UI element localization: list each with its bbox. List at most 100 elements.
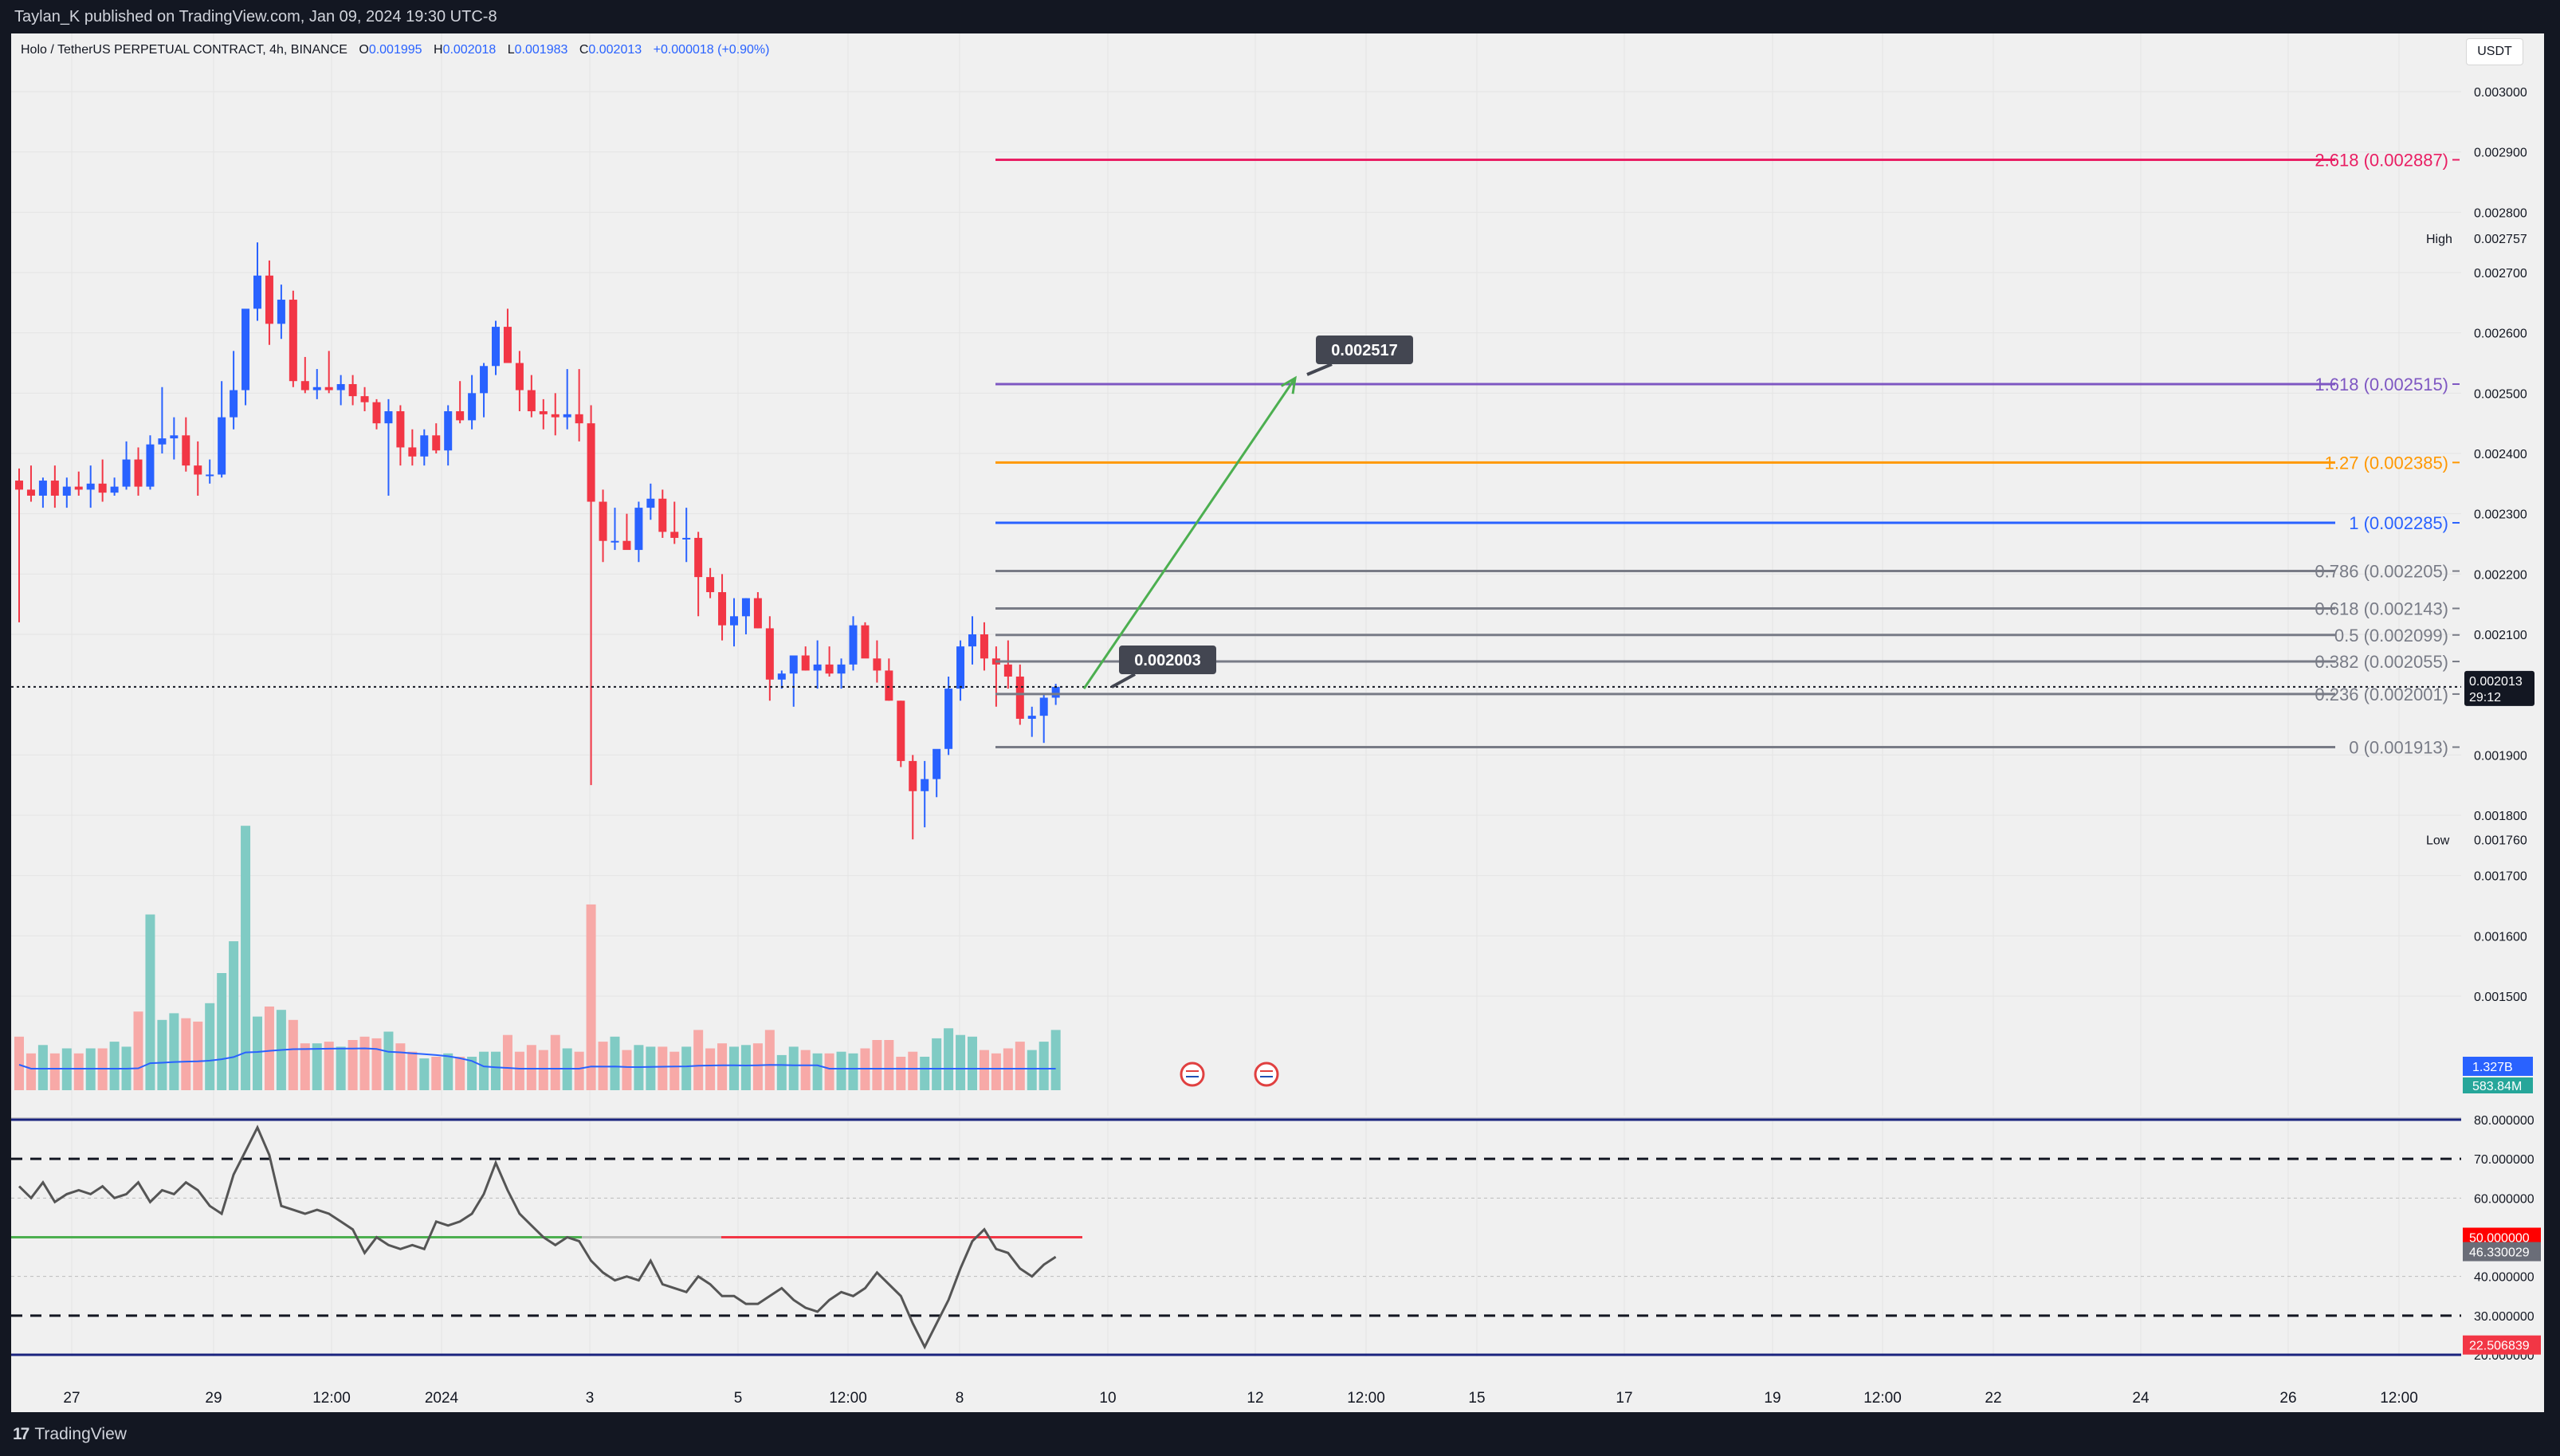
current-price-badge bbox=[2464, 670, 2534, 706]
volume-bar bbox=[502, 1034, 512, 1090]
time-axis-label: 3 bbox=[586, 1390, 595, 1407]
time-axis-label: 26 bbox=[2279, 1390, 2296, 1407]
price-tick-label: 0.001800 bbox=[2474, 810, 2527, 823]
high-label: H bbox=[434, 43, 443, 57]
volume-bar bbox=[979, 1050, 989, 1090]
volume-bar bbox=[574, 1051, 584, 1090]
candle-body bbox=[575, 414, 583, 424]
symbol-legend: Holo / TetherUS PERPETUAL CONTRACT, 4h, … bbox=[21, 43, 769, 57]
fib-level-label: 1.618 (0.002515) bbox=[2315, 375, 2448, 394]
price-tick-label: 0.002400 bbox=[2474, 448, 2527, 461]
callout-pointer bbox=[1111, 673, 1136, 689]
candle-body bbox=[515, 363, 524, 390]
candle-body bbox=[837, 664, 846, 674]
candle-body bbox=[420, 435, 429, 457]
candle-body bbox=[336, 383, 345, 390]
fib-level-label: 0.786 (0.002205) bbox=[2315, 562, 2448, 582]
candle-body bbox=[861, 625, 870, 659]
time-axis-label: 12:00 bbox=[1347, 1390, 1385, 1407]
volume-bar bbox=[896, 1057, 906, 1090]
volume-bar bbox=[73, 1053, 84, 1090]
volume-bar bbox=[253, 1016, 262, 1090]
candle-body bbox=[658, 498, 667, 532]
volume-bar bbox=[133, 1011, 143, 1090]
volume-bar bbox=[300, 1043, 310, 1090]
high-marker-label: High bbox=[2426, 233, 2452, 246]
callout-text: 0.002517 bbox=[1331, 342, 1397, 359]
candle-body bbox=[372, 402, 381, 424]
callout-box[interactable] bbox=[1316, 336, 1413, 364]
currency-selector[interactable]: USDT bbox=[2466, 38, 2523, 65]
volume-bar bbox=[693, 1030, 704, 1090]
volume-bar bbox=[920, 1057, 930, 1090]
candle-body bbox=[15, 481, 23, 490]
candle-body bbox=[300, 381, 309, 390]
callout-box[interactable] bbox=[1119, 646, 1216, 674]
candle-body bbox=[873, 658, 881, 671]
candle-body bbox=[503, 327, 512, 363]
volume-bar bbox=[455, 1057, 465, 1090]
volume-bar bbox=[145, 914, 155, 1090]
candle-body bbox=[241, 308, 250, 390]
candle-body bbox=[885, 670, 893, 701]
volume-bar bbox=[467, 1057, 477, 1090]
candle-body bbox=[849, 625, 858, 665]
fib-level-label: 0.618 (0.002143) bbox=[2315, 598, 2448, 618]
candle-body bbox=[194, 465, 202, 475]
candle-body bbox=[74, 486, 83, 490]
volume-bar bbox=[217, 973, 227, 1090]
tradingview-logo[interactable]: 17 TradingView bbox=[13, 1425, 127, 1444]
rsi-tick-label: 60.000000 bbox=[2474, 1192, 2534, 1206]
rsi-value-text: 46.330029 bbox=[2469, 1246, 2530, 1260]
volume-bar bbox=[646, 1046, 656, 1090]
candle-body bbox=[741, 598, 750, 617]
volume-bar bbox=[288, 1019, 298, 1090]
volume-bar bbox=[717, 1043, 728, 1090]
candle-body bbox=[98, 483, 107, 493]
fib-level-label: 0 (0.001913) bbox=[2349, 737, 2448, 757]
price-tick-label: 0.001700 bbox=[2474, 870, 2527, 884]
volume-ma-badge bbox=[2463, 1057, 2533, 1076]
time-axis-label: 12:00 bbox=[829, 1390, 867, 1407]
volume-bar bbox=[109, 1042, 120, 1090]
fib-level-label: 1.27 (0.002385) bbox=[2325, 453, 2448, 473]
us-flag-event-icon[interactable] bbox=[1180, 1062, 1205, 1087]
price-tick-label: 0.002200 bbox=[2474, 568, 2527, 582]
projection-arrowhead-icon bbox=[1280, 375, 1297, 394]
candle-body bbox=[777, 673, 786, 680]
volume-bar bbox=[347, 1040, 358, 1090]
volume-bar bbox=[610, 1036, 620, 1090]
candle-body bbox=[62, 486, 71, 496]
candle-body bbox=[563, 414, 571, 418]
us-flag-event-icon[interactable] bbox=[1254, 1062, 1279, 1087]
candle-body bbox=[360, 396, 369, 402]
volume-bar bbox=[419, 1058, 430, 1090]
volume-bar bbox=[550, 1034, 560, 1090]
time-axis-label: 27 bbox=[63, 1390, 80, 1407]
open-label: O bbox=[359, 43, 369, 57]
candle-body bbox=[789, 655, 798, 674]
candle-body bbox=[909, 760, 917, 791]
candle-body bbox=[1027, 716, 1036, 719]
projection-arrow[interactable] bbox=[1082, 377, 1297, 689]
rsi-tick-label: 80.000000 bbox=[2474, 1114, 2534, 1128]
candle-body bbox=[26, 489, 35, 496]
candle-body bbox=[230, 390, 238, 418]
candle-body bbox=[897, 701, 905, 761]
candle-body bbox=[206, 474, 214, 477]
candle-body bbox=[801, 655, 810, 671]
candle-body bbox=[312, 387, 321, 390]
tradingview-logo-icon: 17 bbox=[13, 1425, 29, 1443]
candle-body bbox=[456, 411, 465, 421]
volume-bar bbox=[740, 1045, 751, 1090]
bottom-bar: 17 TradingView bbox=[0, 1412, 2560, 1456]
candle-body bbox=[1051, 686, 1060, 698]
candle-body bbox=[468, 393, 477, 421]
volume-bar bbox=[336, 1046, 346, 1090]
volume-bar bbox=[324, 1042, 334, 1090]
candle-body bbox=[694, 537, 703, 578]
time-axis-label: 12:00 bbox=[1863, 1390, 1902, 1407]
candle-body bbox=[289, 300, 297, 382]
chart-area[interactable] bbox=[11, 33, 2544, 1412]
